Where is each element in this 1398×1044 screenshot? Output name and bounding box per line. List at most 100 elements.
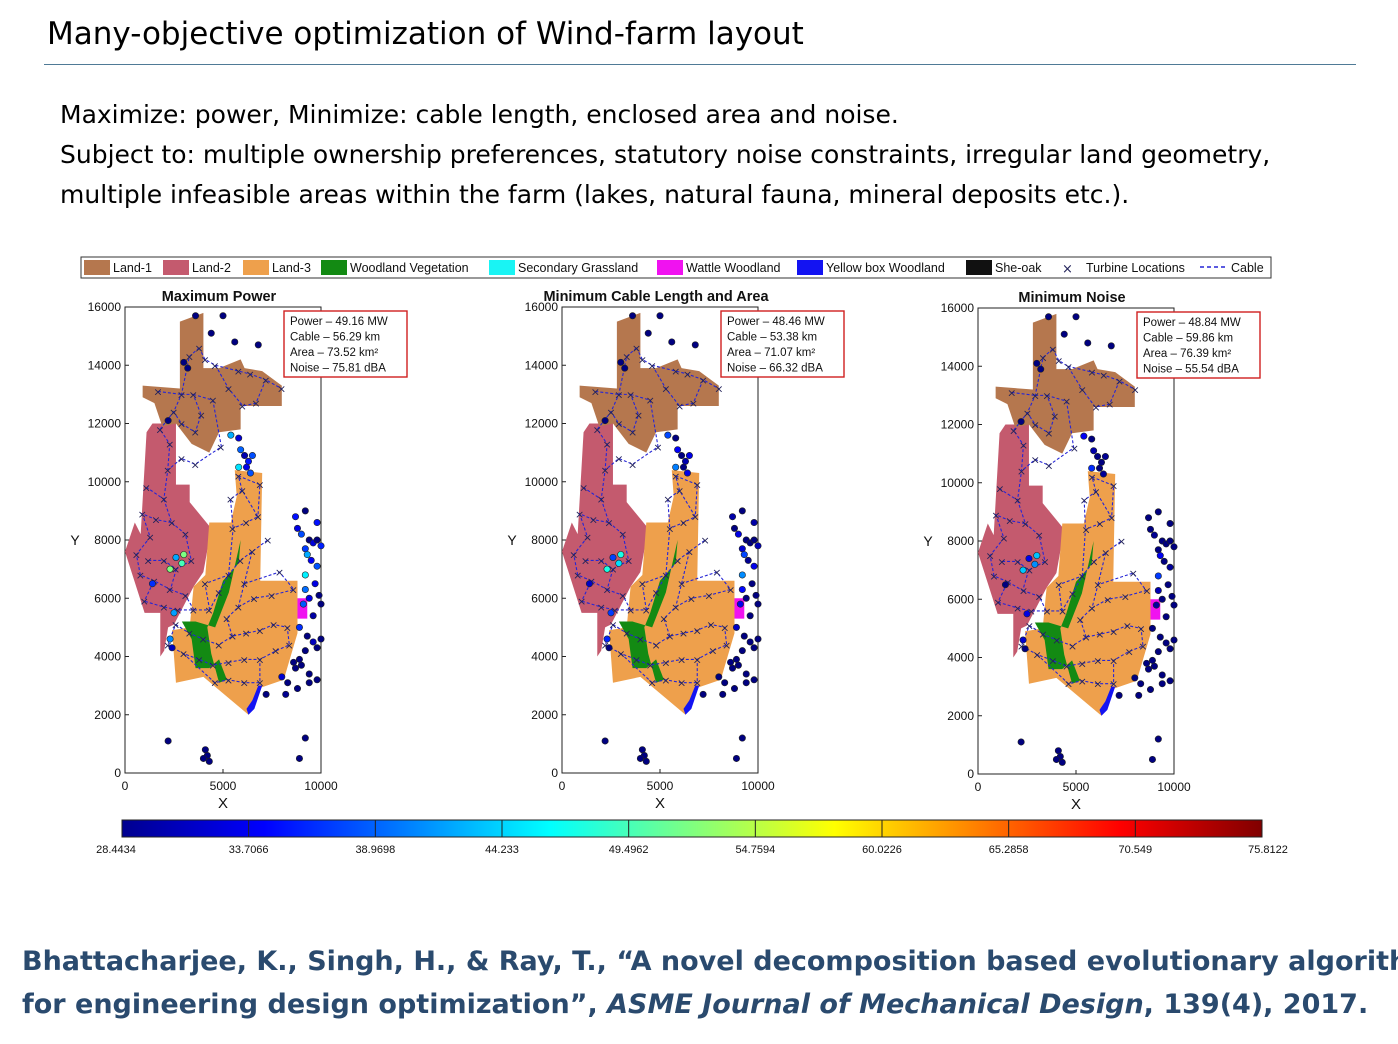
turbine-marker: × (712, 566, 721, 579)
noise-receptor (293, 524, 301, 532)
y-tick-label: 6000 (94, 591, 121, 605)
noise-receptor (681, 457, 689, 465)
turbine-marker: × (165, 584, 174, 597)
turbine-marker: × (234, 365, 243, 378)
noise-receptor (1154, 508, 1162, 516)
turbine-marker: × (1031, 389, 1040, 402)
turbine-marker: × (224, 569, 233, 582)
turbine-marker: × (1048, 654, 1057, 667)
turbine-marker: × (1064, 360, 1073, 373)
turbine-marker: × (242, 627, 251, 640)
cable-line (1091, 475, 1115, 518)
turbine-marker: × (1142, 585, 1151, 598)
turbine-marker: × (247, 546, 256, 559)
turbine-marker: × (569, 549, 578, 562)
turbine-marker: × (255, 479, 264, 492)
turbine-marker: × (222, 613, 231, 626)
noise-receptor (750, 644, 758, 652)
cable-line (620, 653, 698, 684)
colorbar-tick-label: 33.7066 (229, 844, 269, 856)
noise-receptor (672, 434, 680, 442)
noise-receptor (1154, 546, 1162, 554)
turbine-marker: × (1093, 654, 1102, 667)
noise-receptor (292, 513, 300, 521)
noise-receptor (730, 685, 738, 693)
stats-line: Noise – 75.81 dBA (290, 363, 386, 375)
turbine-marker: × (132, 549, 141, 562)
turbine-marker: × (238, 484, 247, 497)
turbine-marker: × (583, 531, 592, 544)
noise-receptor (313, 562, 321, 570)
noise-receptor (237, 446, 245, 454)
legend-label: Secondary Grassland (518, 261, 638, 275)
noise-receptor (178, 559, 186, 567)
turbine-marker: × (159, 493, 168, 506)
turbine-marker: × (661, 674, 670, 687)
noise-receptor (241, 452, 249, 460)
turbine-marker: × (1013, 555, 1022, 568)
citation-text-3: , 139(4), 2017. (1143, 989, 1369, 1020)
turbine-marker: × (1125, 646, 1134, 659)
turbine-marker: × (255, 624, 264, 637)
noise-receptor (738, 647, 746, 655)
noise-receptor (730, 524, 738, 532)
turbine-marker: × (700, 534, 709, 547)
noise-receptor (601, 417, 609, 425)
cable-line (1021, 394, 1075, 472)
turbine-marker: × (624, 554, 633, 567)
turbine-marker: × (653, 441, 662, 454)
land-2-region (125, 423, 212, 657)
noise-receptor (244, 457, 252, 465)
turbine-marker: × (1080, 494, 1089, 507)
turbine-marker: × (169, 406, 178, 419)
noise-receptor (301, 571, 309, 579)
noise-receptor (1023, 610, 1031, 618)
turbine-marker: × (187, 554, 196, 567)
colorbar-tick-label: 65.2858 (989, 844, 1029, 856)
noise-receptor (636, 754, 644, 762)
colorbar-tick-label: 44.233 (485, 844, 519, 856)
cable-line (1058, 575, 1083, 611)
turbine-marker: × (1087, 471, 1096, 484)
cable-line (237, 474, 261, 517)
noise-receptor (1154, 572, 1162, 580)
turbine-marker: × (608, 618, 617, 631)
turbine-marker: × (665, 630, 674, 643)
turbine-marker: × (144, 554, 153, 567)
noise-receptor (307, 556, 315, 564)
turbine-marker: × (1095, 628, 1104, 641)
noise-receptor (644, 329, 652, 337)
noise-receptor (1145, 514, 1153, 522)
noise-receptor (184, 364, 192, 372)
turbine-marker: × (626, 604, 635, 617)
x-tick-label: 0 (559, 779, 566, 793)
cable-line (173, 393, 202, 434)
turbine-marker: × (185, 351, 194, 364)
y-tick-label: 4000 (531, 650, 558, 664)
turbine-marker: × (1093, 678, 1102, 691)
turbine-marker: × (1025, 619, 1034, 632)
panel-title: Maximum Power (162, 289, 277, 305)
turbine-marker: × (581, 554, 590, 567)
turbine-marker: × (597, 493, 606, 506)
turbine-marker: × (289, 584, 298, 597)
yellow-box-woodland-region (246, 685, 263, 715)
turbine-marker: × (1023, 407, 1032, 420)
turbine-marker: × (677, 578, 686, 591)
noise-receptor (172, 553, 180, 561)
turbine-marker: × (989, 570, 998, 583)
turbine-marker: × (142, 482, 151, 495)
turbine-marker: × (573, 569, 582, 582)
turbine-marker: × (691, 511, 700, 524)
turbine-marker: × (171, 563, 180, 576)
turbine-marker: × (165, 438, 174, 451)
turbine-marker: × (224, 656, 233, 669)
noise-receptor (1037, 365, 1045, 373)
y-tick-label: 6000 (947, 592, 974, 606)
turbine-marker: × (579, 482, 588, 495)
noise-receptor (180, 551, 188, 559)
turbine-marker: × (159, 601, 168, 614)
objective-text: Maximize: power, Minimize: cable length,… (60, 100, 899, 129)
legend-label: Yellow box Woodland (826, 261, 945, 275)
legend-label: Wattle Woodland (686, 261, 781, 275)
